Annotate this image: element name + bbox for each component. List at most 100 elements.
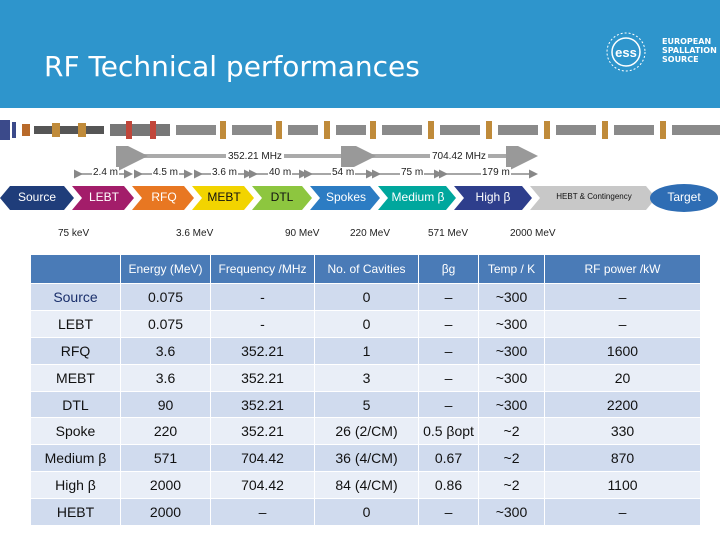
rf-power-cell: – [544, 498, 701, 526]
source-shape [0, 186, 74, 210]
logo-text: EUROPEAN SPALLATION SOURCE [662, 37, 717, 64]
table-row: DTL 90 352.21 5– ~300 2200 [30, 390, 701, 418]
energy-label-5: 571 MeV [428, 228, 469, 239]
row-name-cell: HEBT [30, 498, 121, 526]
section-rfq: RFQ [151, 190, 177, 204]
energy-label-3: 90 MeV [285, 228, 320, 239]
beta-g-cell: – [418, 498, 479, 526]
section-hebt: HEBT & Contingency [556, 192, 632, 201]
frequency-cell: 352.21 [210, 417, 315, 445]
length-label-3: 3.6 m [211, 167, 239, 178]
header-rf-power: RF power /kW [544, 254, 701, 284]
frequency-cell: - [210, 283, 315, 311]
cavities-cell: 3 [314, 363, 419, 392]
section-mebt: MEBT [207, 190, 241, 204]
section-medium-beta: Medium β [391, 190, 445, 204]
energy-cell: 0.075 [120, 283, 211, 311]
table-row: Spoke 220 352.21 26 (2/CM) 0.5 βopt ~2 330 [30, 417, 701, 445]
logo-line-2: SPALLATION [662, 46, 717, 55]
temp-cell: ~2 [478, 471, 545, 499]
row-name-cell: Source [30, 283, 121, 311]
high-beta-shape [454, 186, 532, 210]
slide-title: RF Technical performances [44, 50, 420, 83]
energy-label-6: 2000 MeV [510, 228, 556, 239]
energy-cell: 3.6 [120, 363, 211, 392]
section-target: Target [667, 190, 701, 204]
ess-logo-mark: ess [606, 32, 646, 72]
table-row: Source 0.075-0– ~300– [30, 283, 701, 311]
section-spokes: Spokes [325, 190, 367, 204]
table-row: RFQ 3.6 352.21 1– ~300 1600 [30, 336, 701, 365]
energy-cell: 2000 [120, 498, 211, 526]
energy-cell: 3.6 [120, 336, 211, 365]
cavities-cell: 0 [314, 309, 419, 338]
beta-g-cell: 0.5 βopt [418, 417, 479, 445]
header-temp: Temp / K [478, 254, 545, 284]
cavities-cell: 84 (4/CM) [314, 471, 419, 499]
row-name-cell: DTL [30, 390, 121, 418]
length-label-6: 75 m [400, 167, 425, 178]
row-name-cell: MEBT [30, 363, 121, 392]
frequency-cell: – [210, 498, 315, 526]
hebt-shape [530, 186, 656, 210]
cavities-cell: 26 (2/CM) [314, 417, 419, 445]
row-name-cell: High β [30, 471, 121, 499]
frequency-labels: 352.21 MHz 704.42 MHz [0, 151, 720, 171]
beta-g-cell: 0.67 [418, 444, 479, 472]
section-shapes [0, 184, 718, 212]
rfq-shape [132, 186, 194, 210]
mebt-shape [192, 186, 254, 210]
section-labels: Source LEBT RFQ MEBT DTL Spokes Medium β… [0, 186, 720, 212]
lebt-shape [72, 186, 134, 210]
header-frequency: Frequency /MHz [210, 254, 315, 284]
beta-g-cell: – [418, 309, 479, 338]
row-name-cell: Spoke [30, 417, 121, 445]
section-source: Source [17, 190, 57, 204]
rf-power-cell: 330 [544, 417, 701, 445]
energy-labels: 75 keV 3.6 MeV 90 MeV 220 MeV 571 MeV 20… [0, 228, 720, 244]
cavities-cell: 1 [314, 336, 419, 365]
header-section [30, 254, 121, 284]
temp-cell: ~300 [478, 309, 545, 338]
medium-beta-shape [378, 186, 456, 210]
rf-power-cell: – [544, 309, 701, 338]
beta-g-cell: – [418, 283, 479, 311]
energy-cell: 90 [120, 390, 211, 418]
target-shape [650, 184, 718, 212]
logo-line-3: SOURCE [662, 55, 699, 64]
accelerator-strip [0, 118, 720, 142]
cavities-cell: 0 [314, 498, 419, 526]
temp-cell: ~300 [478, 498, 545, 526]
cavities-cell: 5 [314, 390, 419, 418]
table-row: MEBT 3.6 352.21 3– ~300 20 [30, 363, 701, 392]
frequency-cell: 352.21 [210, 390, 315, 418]
table-row: High β 2000 704.42 84 (4/CM) 0.86 ~2 1100 [30, 471, 701, 499]
header-cavities: No. of Cavities [314, 254, 419, 284]
frequency-cell: 704.42 [210, 444, 315, 472]
rf-power-cell: 2200 [544, 390, 701, 418]
header-energy: Energy (MeV) [120, 254, 211, 284]
table-row: LEBT 0.075-0– ~300– [30, 309, 701, 338]
rf-power-cell: – [544, 283, 701, 311]
cavities-cell: 0 [314, 283, 419, 311]
slide-header [0, 0, 720, 108]
freq-high-label: 704.42 MHz [430, 151, 488, 162]
frequency-cell: - [210, 309, 315, 338]
logo-mark-text: ess [615, 45, 637, 60]
section-high-beta: High β [475, 190, 511, 204]
length-labels: 2.4 m 4.5 m 3.6 m 40 m 54 m 75 m 179 m [0, 167, 720, 183]
row-name-cell: RFQ [30, 336, 121, 365]
ess-logo: ess EUROPEAN SPALLATION SOURCE [600, 30, 717, 74]
temp-cell: ~300 [478, 283, 545, 311]
energy-cell: 571 [120, 444, 211, 472]
temp-cell: ~300 [478, 390, 545, 418]
temp-cell: ~2 [478, 417, 545, 445]
length-label-1: 2.4 m [92, 167, 120, 178]
section-lebt: LEBT [88, 190, 119, 204]
row-name-cell: Medium β [30, 444, 121, 472]
energy-label-4: 220 MeV [350, 228, 391, 239]
cavities-cell: 36 (4/CM) [314, 444, 419, 472]
length-label-2: 4.5 m [152, 167, 180, 178]
table-row: HEBT 2000–0– ~300– [30, 498, 701, 526]
energy-cell: 2000 [120, 471, 211, 499]
